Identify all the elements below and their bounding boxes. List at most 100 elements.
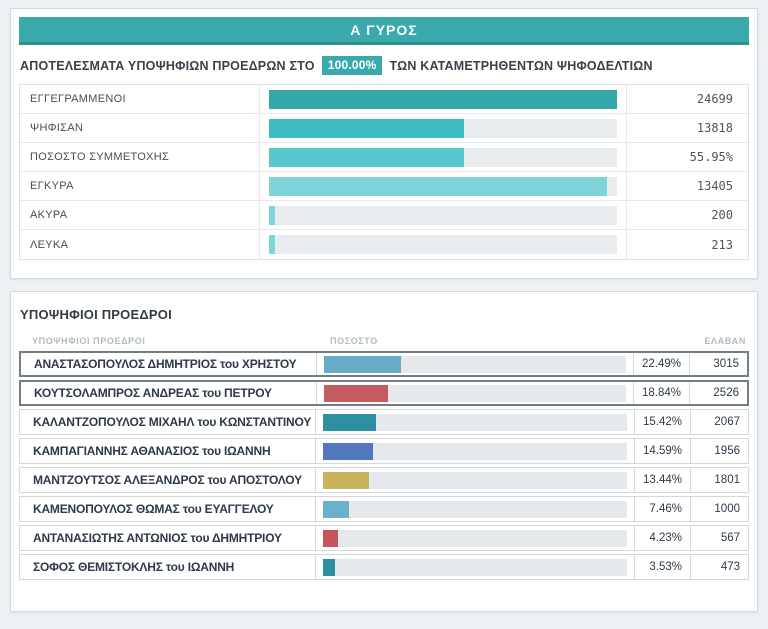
candidate-percent: 22.49% xyxy=(633,353,689,375)
stat-bar-track xyxy=(269,235,617,254)
candidate-bar-fill xyxy=(323,558,336,576)
candidate-row: ΣΟΦΟΣ ΘΕΜΙΣΤΟΚΛΗΣ του ΙΩΑΝΝΗ 3.53% 473 xyxy=(19,554,749,580)
candidate-votes: 2067 xyxy=(690,410,748,434)
stat-bar-cell xyxy=(259,85,627,113)
candidate-bar-fill xyxy=(323,529,338,547)
stat-label: ΕΓΓΕΓΡΑΜΜΕΝΟΙ xyxy=(30,93,126,105)
stat-bar-cell xyxy=(259,143,627,171)
candidate-bar-cell xyxy=(316,468,634,492)
candidate-votes: 1801 xyxy=(690,468,748,492)
stat-bar-track xyxy=(269,176,617,196)
header-votes: ΕΛΑΒΑΝ xyxy=(704,336,746,346)
candidates-title: ΥΠΟΨΗΦΙΟΙ ΠΡΟΕΔΡΟΙ xyxy=(20,307,172,322)
stat-bar-cell xyxy=(259,230,627,259)
stat-bar-cell xyxy=(259,172,627,200)
round-banner: Α ΓΥΡΟΣ xyxy=(19,17,749,45)
candidate-bar-fill xyxy=(323,471,370,489)
stat-value: 24699 xyxy=(696,92,733,106)
stat-bar-fill xyxy=(269,118,464,138)
candidate-name: ΣΟΦΟΣ ΘΕΜΙΣΤΟΚΛΗΣ του ΙΩΑΝΝΗ xyxy=(20,555,316,579)
candidate-votes: 567 xyxy=(690,526,748,550)
candidate-row: ΑΝΑΣΤΑΣΟΠΟΥΛΟΣ ΔΗΜΗΤΡΙΟΣ του ΧΡΗΣΤΟΥ 22.… xyxy=(19,351,749,377)
candidate-name: ΑΝΤΑΝΑΣΙΩΤΗΣ ΑΝΤΩΝΙΟΣ του ΔΗΜΗΤΡΙΟΥ xyxy=(20,526,316,550)
candidate-name: ΚΑΜΠΑΓΙΑΝΝΗΣ ΑΘΑΝΑΣΙΟΣ του ΙΩΑΝΝΗ xyxy=(20,439,316,463)
stat-value: 200 xyxy=(711,208,733,222)
candidate-bar-fill xyxy=(324,384,389,402)
stat-bar-track xyxy=(269,89,617,109)
stat-bar-fill xyxy=(269,205,275,225)
candidate-bar-cell xyxy=(316,439,634,463)
stat-bar-fill xyxy=(269,89,617,109)
round-banner-label: Α ΓΥΡΟΣ xyxy=(350,21,418,38)
stat-row: ΕΓΚΥΡΑ 13405 xyxy=(20,172,748,201)
stat-row: ΠΟΣΟΣΤΟ ΣΥΜΜΕΤΟΧΗΣ 55.95% xyxy=(20,143,748,172)
candidate-votes: 2526 xyxy=(689,382,747,404)
candidate-row: ΚΑΜΕΝΟΠΟΥΛΟΣ ΘΩΜΑΣ του ΕΥΑΓΓΕΛΟΥ 7.46% 1… xyxy=(19,496,749,522)
stat-bar-fill xyxy=(269,147,464,167)
header-percent: ΠΟΣΟΣΤΟ xyxy=(330,336,378,346)
subtitle-prefix: ΑΠΟΤΕΛΕΣΜΑΤΑ ΥΠΟΨΗΦΙΩΝ ΠΡΟΕΔΡΩΝ ΣΤΟ xyxy=(20,58,315,73)
stat-label: ΕΓΚΥΡΑ xyxy=(30,180,74,192)
stat-label: ΛΕΥΚΑ xyxy=(30,238,69,251)
candidate-row: ΜΑΝΤΖΟΥΤΣΟΣ ΑΛΕΞΑΝΔΡΟΣ του ΑΠΟΣΤΟΛΟΥ 13.… xyxy=(19,467,749,493)
candidate-percent: 15.42% xyxy=(634,410,690,434)
stat-bar-track xyxy=(269,205,617,225)
candidate-name: ΑΝΑΣΤΑΣΟΠΟΥΛΟΣ ΔΗΜΗΤΡΙΟΣ του ΧΡΗΣΤΟΥ xyxy=(21,353,317,375)
candidate-bar-cell xyxy=(316,410,634,434)
candidate-bar-cell xyxy=(317,382,633,404)
candidate-votes: 473 xyxy=(690,555,748,579)
candidate-bar-track xyxy=(323,471,627,489)
candidate-name: ΜΑΝΤΖΟΥΤΣΟΣ ΑΛΕΞΑΝΔΡΟΣ του ΑΠΟΣΤΟΛΟΥ xyxy=(20,468,316,492)
candidates-panel: ΥΠΟΨΗΦΙΟΙ ΠΡΟΕΔΡΟΙ ΥΠΟΨΗΦΙΟΙ ΠΡΟΕΔΡΟΙ ΠΟ… xyxy=(10,291,758,612)
candidate-percent: 13.44% xyxy=(634,468,690,492)
candidate-votes: 1000 xyxy=(690,497,748,521)
candidate-bar-fill xyxy=(324,355,401,373)
candidate-bar-track xyxy=(323,558,627,576)
candidate-name: ΚΑΜΕΝΟΠΟΥΛΟΣ ΘΩΜΑΣ του ΕΥΑΓΓΕΛΟΥ xyxy=(20,497,316,521)
stat-value: 55.95% xyxy=(689,150,733,164)
stat-row: ΛΕΥΚΑ 213 xyxy=(20,230,748,259)
candidate-bar-cell xyxy=(316,555,634,579)
candidate-name: ΚΟΥΤΣΟΛΑΜΠΡΟΣ ΑΝΔΡΕΑΣ του ΠΕΤΡΟΥ xyxy=(21,382,317,404)
candidate-percent: 14.59% xyxy=(634,439,690,463)
stat-value: 13405 xyxy=(696,179,733,193)
stat-bar-cell xyxy=(259,114,627,142)
stat-row: ΕΓΓΕΓΡΑΜΜΕΝΟΙ 24699 xyxy=(20,85,748,114)
candidate-votes: 1956 xyxy=(690,439,748,463)
candidate-bar-track xyxy=(324,384,626,402)
candidate-percent: 4.23% xyxy=(634,526,690,550)
candidate-votes: 3015 xyxy=(689,353,747,375)
header-candidate-name: ΥΠΟΨΗΦΙΟΙ ΠΡΟΕΔΡΟΙ xyxy=(32,336,146,346)
candidate-bar-track xyxy=(324,355,626,373)
stat-bar-track xyxy=(269,118,617,138)
candidate-bar-track xyxy=(323,529,627,547)
stat-label: ΨΗΦΙΣΑΝ xyxy=(30,122,84,134)
candidate-percent: 18.84% xyxy=(633,382,689,404)
round-summary-panel: Α ΓΥΡΟΣ ΑΠΟΤΕΛΕΣΜΑΤΑ ΥΠΟΨΗΦΙΩΝ ΠΡΟΕΔΡΩΝ … xyxy=(10,8,758,279)
candidate-bar-cell xyxy=(317,353,633,375)
stat-row: ΑΚΥΡΑ 200 xyxy=(20,201,748,230)
candidate-bar-cell xyxy=(316,526,634,550)
counted-percentage-badge: 100.00% xyxy=(321,56,383,75)
candidate-bar-track xyxy=(323,442,627,460)
stats-table: ΕΓΓΕΓΡΑΜΜΕΝΟΙ 24699 ΨΗΦΙΣΑΝ 13818 ΠΟΣΟΣΤ… xyxy=(19,84,749,260)
candidate-row: ΚΑΛΑΝΤΖΟΠΟΥΛΟΣ ΜΙΧΑΗΛ του ΚΩΝΣΤΑΝΤΙΝΟΥ 1… xyxy=(19,409,749,435)
candidate-name: ΚΑΛΑΝΤΖΟΠΟΥΛΟΣ ΜΙΧΑΗΛ του ΚΩΝΣΤΑΝΤΙΝΟΥ xyxy=(20,410,316,434)
candidate-bar-cell xyxy=(316,497,634,521)
stat-row: ΨΗΦΙΣΑΝ 13818 xyxy=(20,114,748,143)
candidates-table: ΑΝΑΣΤΑΣΟΠΟΥΛΟΣ ΔΗΜΗΤΡΙΟΣ του ΧΡΗΣΤΟΥ 22.… xyxy=(19,351,749,580)
stat-label: ΠΟΣΟΣΤΟ ΣΥΜΜΕΤΟΧΗΣ xyxy=(30,151,170,163)
candidate-row: ΚΟΥΤΣΟΛΑΜΠΡΟΣ ΑΝΔΡΕΑΣ του ΠΕΤΡΟΥ 18.84% … xyxy=(19,380,749,406)
candidate-bar-fill xyxy=(323,442,374,460)
stat-bar-cell xyxy=(259,201,627,229)
candidate-bar-fill xyxy=(323,413,376,431)
candidate-percent: 3.53% xyxy=(634,555,690,579)
stat-bar-track xyxy=(269,147,617,167)
stat-bar-fill xyxy=(269,235,275,254)
candidate-bar-track xyxy=(323,413,627,431)
stat-bar-fill xyxy=(269,176,607,196)
candidates-table-header: ΥΠΟΨΗΦΙΟΙ ΠΡΟΕΔΡΟΙ ΠΟΣΟΣΤΟ ΕΛΑΒΑΝ xyxy=(19,336,749,346)
candidate-row: ΚΑΜΠΑΓΙΑΝΝΗΣ ΑΘΑΝΑΣΙΟΣ του ΙΩΑΝΝΗ 14.59%… xyxy=(19,438,749,464)
results-subtitle: ΑΠΟΤΕΛΕΣΜΑΤΑ ΥΠΟΨΗΦΙΩΝ ΠΡΟΕΔΡΩΝ ΣΤΟ 100.… xyxy=(20,56,749,75)
candidate-percent: 7.46% xyxy=(634,497,690,521)
